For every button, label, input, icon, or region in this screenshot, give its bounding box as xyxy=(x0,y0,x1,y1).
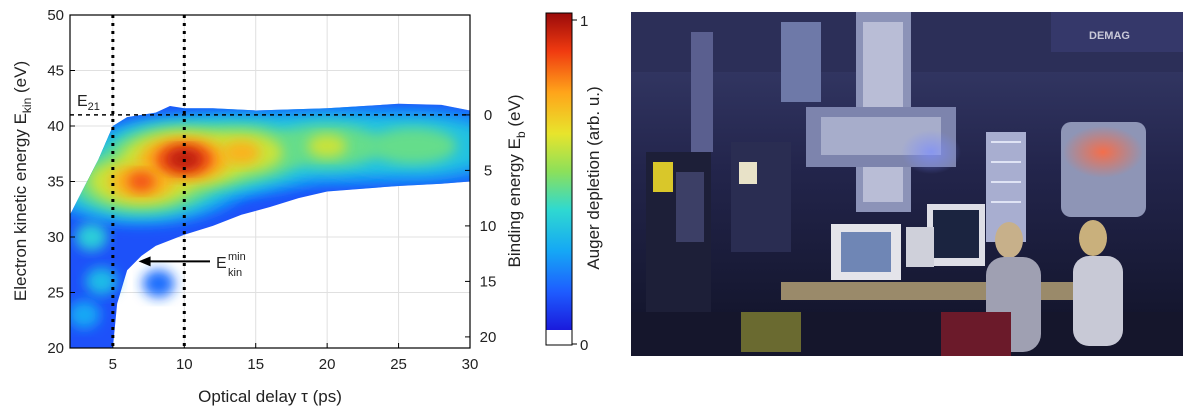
demag-sign: DEMAG xyxy=(1089,30,1130,42)
y-tick-label: 40 xyxy=(47,118,64,135)
y-right-tick-label: 10 xyxy=(480,218,497,235)
reference-lines xyxy=(70,15,470,348)
x-tick-label: 25 xyxy=(390,356,407,373)
heatmap-streak xyxy=(70,300,101,329)
y-right-tick-label: 20 xyxy=(480,329,497,346)
y-right-tick-label: 0 xyxy=(484,107,492,124)
y-left-axis-ticks: 20 25 30 35 40 45 50 xyxy=(47,7,75,357)
ekin-min-annotation: Emin kin xyxy=(216,251,246,279)
y-left-axis-title: Electron kinetic energy Ekin (eV) xyxy=(11,61,34,301)
colorbar-frame xyxy=(545,12,573,346)
y-tick-label: 20 xyxy=(47,340,64,357)
heatmap-level xyxy=(368,127,457,165)
arrow-head xyxy=(138,256,151,267)
y-right-tick-label: 15 xyxy=(480,273,497,290)
ekin-min-arrow xyxy=(138,256,210,267)
y-tick-label: 50 xyxy=(47,7,64,24)
x-tick-label: 5 xyxy=(109,356,117,373)
y-tick-label: 25 xyxy=(47,285,64,302)
x-tick-label: 30 xyxy=(462,356,479,373)
heatmap-level xyxy=(127,171,156,192)
y-tick-label: 35 xyxy=(47,174,64,191)
heatmap-level xyxy=(307,134,347,158)
lab-photo: DEMAG xyxy=(631,12,1183,356)
x-axis-ticks: 5 10 15 20 25 30 xyxy=(109,343,479,373)
colorbar xyxy=(546,13,572,330)
y-tick-label: 30 xyxy=(47,229,64,246)
colorbar-tick-label-bottom: 0 xyxy=(580,337,588,354)
colorbar-title: Auger depletion (arb. u.) xyxy=(584,86,603,269)
y-right-tick-label: 5 xyxy=(484,162,492,179)
heatmap-level xyxy=(222,140,261,165)
x-tick-label: 15 xyxy=(247,356,264,373)
heatmap-streak xyxy=(142,269,175,298)
colorbar-tick-label-top: 1 xyxy=(580,13,588,30)
heatmap-streak xyxy=(75,223,108,251)
x-tick-label: 10 xyxy=(176,356,193,373)
lab-photo-drawing: DEMAG xyxy=(631,12,1183,356)
colorbar-zero-cell xyxy=(546,330,572,345)
heatmap-streak xyxy=(85,267,118,296)
y-right-axis-ticks: 0 5 10 15 20 xyxy=(465,107,496,346)
x-tick-label: 20 xyxy=(319,356,336,373)
y-tick-label: 45 xyxy=(47,63,64,80)
y-right-axis-title: Binding energy Eb (eV) xyxy=(505,94,528,267)
x-axis-title: Optical delay τ (ps) xyxy=(198,387,342,406)
e21-annotation: E21 xyxy=(77,93,100,113)
